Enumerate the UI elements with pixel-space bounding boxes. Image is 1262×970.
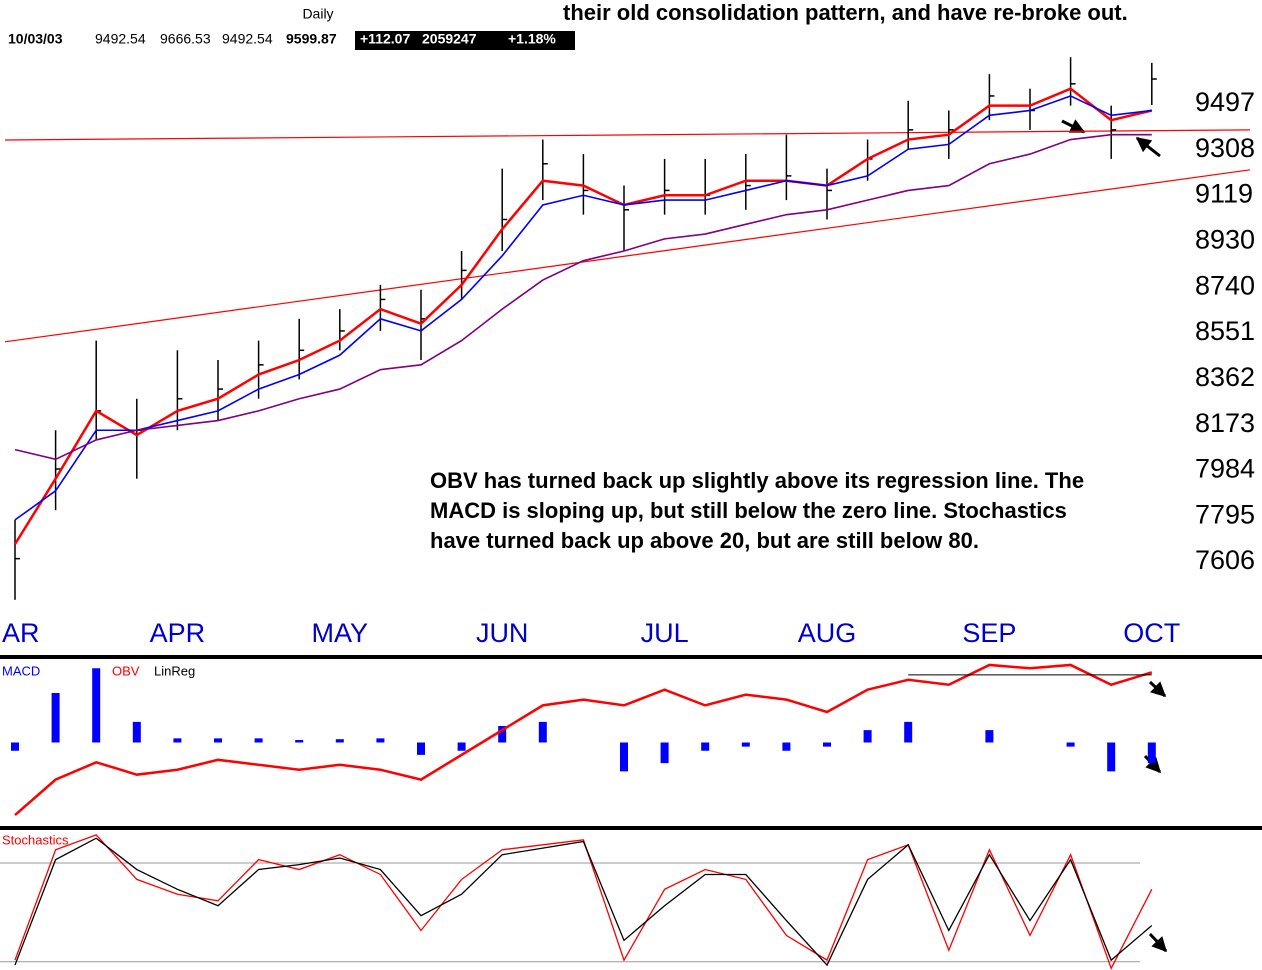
- date: 10/03/03: [8, 31, 63, 47]
- legend-label: OBV: [112, 663, 140, 678]
- macd-bar: [823, 742, 831, 747]
- close: 9599.87: [286, 31, 337, 47]
- legend-label: LinReg: [154, 663, 195, 678]
- annotation: have turned back up above 20, but are st…: [430, 528, 979, 553]
- y-tick-label: 8362: [1195, 362, 1255, 392]
- high: 9666.53: [160, 31, 211, 47]
- separator: [0, 826, 1262, 830]
- y-tick-label: 9308: [1195, 133, 1255, 163]
- macd-bar: [132, 721, 141, 743]
- y-tick-label: 8740: [1195, 270, 1255, 300]
- moving-average: [14, 133, 1152, 461]
- macd-bar: [1066, 742, 1075, 747]
- macd-bar: [985, 730, 994, 743]
- macd-bar: [1107, 742, 1116, 772]
- x-tick-label: SEP: [962, 618, 1016, 648]
- legend-label: MACD: [2, 663, 40, 678]
- y-tick-label: 9497: [1195, 87, 1255, 117]
- macd-bar: [51, 693, 60, 743]
- x-tick-label: AUG: [798, 618, 857, 648]
- separator: [0, 655, 1262, 659]
- low: 9492.54: [222, 31, 273, 47]
- indicator-line: [14, 663, 1153, 817]
- x-tick-label: AR: [2, 618, 40, 648]
- panel-title: Stochastics: [2, 832, 69, 847]
- y-tick-label: 9119: [1195, 179, 1253, 209]
- macd-bar: [11, 742, 19, 751]
- volume: 2059247: [422, 31, 477, 47]
- macd-bar: [660, 742, 669, 764]
- macd-bar: [335, 739, 344, 743]
- period: Daily: [302, 6, 333, 22]
- macd-bar: [620, 742, 628, 772]
- x-tick-label: MAY: [312, 618, 369, 648]
- macd-bar: [1147, 742, 1156, 764]
- trendline: [4, 169, 1251, 343]
- trendline: [4, 129, 1251, 141]
- stochastic-line: [14, 834, 1153, 970]
- macd-bar: [498, 726, 507, 743]
- x-tick-label: JUL: [641, 618, 689, 648]
- macd-bar: [295, 740, 304, 743]
- moving-average: [14, 95, 1152, 521]
- macd-bar: [741, 742, 750, 747]
- macd-bar: [701, 742, 710, 751]
- annotation: OBV has turned back up slightly above it…: [430, 468, 1084, 493]
- macd-bar: [254, 738, 263, 743]
- macd-bar: [417, 742, 425, 755]
- macd-bar: [457, 742, 466, 751]
- y-tick-label: 8551: [1195, 316, 1255, 346]
- macd-bar: [214, 738, 222, 743]
- macd-bar: [376, 738, 385, 743]
- y-tick-label: 8173: [1195, 408, 1255, 438]
- macd-bar: [92, 668, 101, 743]
- annotation: MACD is sloping up, but still below the …: [430, 498, 1067, 523]
- y-tick-label: 7984: [1195, 454, 1255, 484]
- y-tick-label: 7606: [1195, 545, 1255, 575]
- y-tick-label: 8930: [1195, 224, 1255, 254]
- headline: their old consolidation pattern, and hav…: [563, 0, 1128, 25]
- macd-bar: [863, 730, 872, 743]
- macd-bar: [538, 721, 547, 743]
- x-tick-label: OCT: [1123, 618, 1180, 648]
- macd-bar: [173, 738, 182, 743]
- macd-bar: [782, 742, 791, 751]
- y-tick-label: 7795: [1195, 499, 1255, 529]
- change: +112.07: [360, 31, 410, 47]
- stochastic-line: [14, 837, 1153, 967]
- change-pct: +1.18%: [508, 31, 556, 47]
- x-tick-label: JUN: [476, 618, 529, 648]
- macd-bar: [904, 721, 913, 743]
- header-box: [355, 31, 575, 50]
- arrows: [1061, 119, 1168, 953]
- x-tick-label: APR: [150, 618, 206, 648]
- moving-average: [13, 87, 1153, 545]
- open: 9492.54: [95, 31, 146, 47]
